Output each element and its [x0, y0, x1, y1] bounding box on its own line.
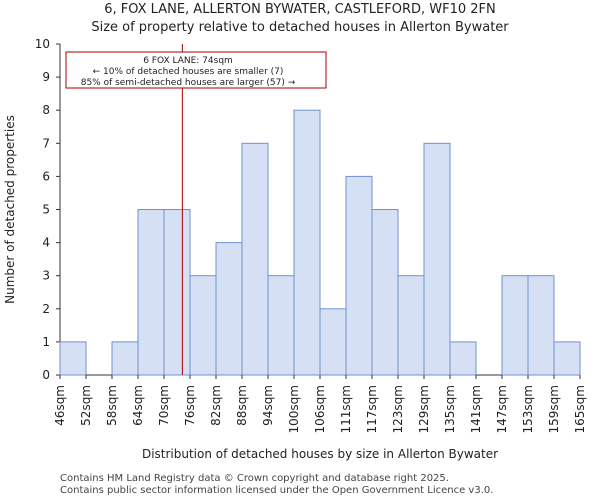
- histogram-chart: 0 1 2 3 4 5 6 7 8 9 10 46sqm 52sqm 58sqm 64sqm 70sqm 76s…: [3, 37, 587, 461]
- histogram-bar: [319, 308, 347, 376]
- histogram-bar: [501, 275, 529, 376]
- annotation-box: [65, 51, 327, 89]
- x-tick-label: 100sqm: [287, 385, 301, 433]
- y-tick-label: 1: [42, 335, 50, 349]
- chart-title: 6, FOX LANE, ALLERTON BYWATER, CASTLEFOR…: [104, 2, 496, 17]
- histogram-bar: [189, 275, 217, 376]
- y-tick-label: 10: [35, 37, 50, 51]
- annotation-line-2: ← 10% of detached houses are smaller (7): [93, 67, 284, 77]
- annotation-line-1: 6 FOX LANE: 74sqm: [143, 56, 233, 66]
- footer-line-2: Contains public sector information licen…: [60, 485, 494, 496]
- histogram-bar: [527, 275, 555, 376]
- x-tick-label: 106sqm: [313, 385, 327, 433]
- histogram-bar: [345, 175, 373, 376]
- y-tick-label: 4: [42, 236, 50, 250]
- histogram-bar: [371, 209, 399, 376]
- y-tick-label: 0: [42, 368, 50, 382]
- chart-subtitle: Size of property relative to detached ho…: [91, 20, 509, 35]
- histogram-bar: [423, 142, 451, 376]
- x-tick-label: 165sqm: [573, 385, 587, 433]
- x-tick-label: 46sqm: [53, 385, 67, 426]
- y-tick-label: 7: [42, 136, 50, 150]
- x-tick-label: 94sqm: [261, 385, 275, 426]
- y-tick-label: 2: [42, 302, 50, 316]
- histogram-bar: [293, 109, 321, 376]
- x-tick-label: 147sqm: [495, 385, 509, 433]
- histogram-bar: [241, 142, 269, 376]
- x-tick-label: 64sqm: [131, 385, 145, 426]
- histogram-bar: [137, 209, 165, 376]
- x-tick-label: 111sqm: [339, 385, 353, 433]
- y-tick-label: 8: [42, 103, 50, 117]
- histogram-bar: [267, 275, 295, 376]
- x-tick-label: 159sqm: [547, 385, 561, 433]
- x-tick-label: 70sqm: [157, 385, 171, 426]
- x-tick-label: 123sqm: [391, 385, 405, 433]
- x-tick-label: 58sqm: [105, 385, 119, 426]
- x-tick-label: 129sqm: [417, 385, 431, 433]
- histogram-bar: [163, 209, 191, 376]
- y-tick-label: 6: [42, 169, 50, 183]
- y-axis-title: Number of detached properties: [3, 115, 17, 304]
- y-tick-label: 5: [42, 203, 50, 217]
- histogram-bar: [553, 341, 581, 376]
- x-tick-label: 82sqm: [209, 385, 223, 426]
- annotation-line-3: 85% of semi-detached houses are larger (…: [81, 78, 296, 88]
- x-tick-label: 76sqm: [183, 385, 197, 426]
- x-tick-label: 52sqm: [79, 385, 93, 426]
- x-tick-label: 117sqm: [365, 385, 379, 433]
- y-tick-label: 3: [42, 269, 50, 283]
- histogram-bar: [449, 341, 477, 376]
- x-tick-label: 153sqm: [521, 385, 535, 433]
- footer-line-1: Contains HM Land Registry data © Crown c…: [60, 473, 449, 484]
- x-tick-label: 135sqm: [443, 385, 457, 433]
- histogram-bar: [215, 242, 243, 376]
- x-axis-title: Distribution of detached houses by size …: [142, 447, 498, 461]
- y-tick-label: 9: [42, 70, 50, 84]
- histogram-bar: [397, 275, 425, 376]
- histogram-bar: [111, 341, 139, 376]
- histogram-bar: [59, 341, 87, 376]
- x-tick-label: 141sqm: [469, 385, 483, 433]
- x-tick-label: 88sqm: [235, 385, 249, 426]
